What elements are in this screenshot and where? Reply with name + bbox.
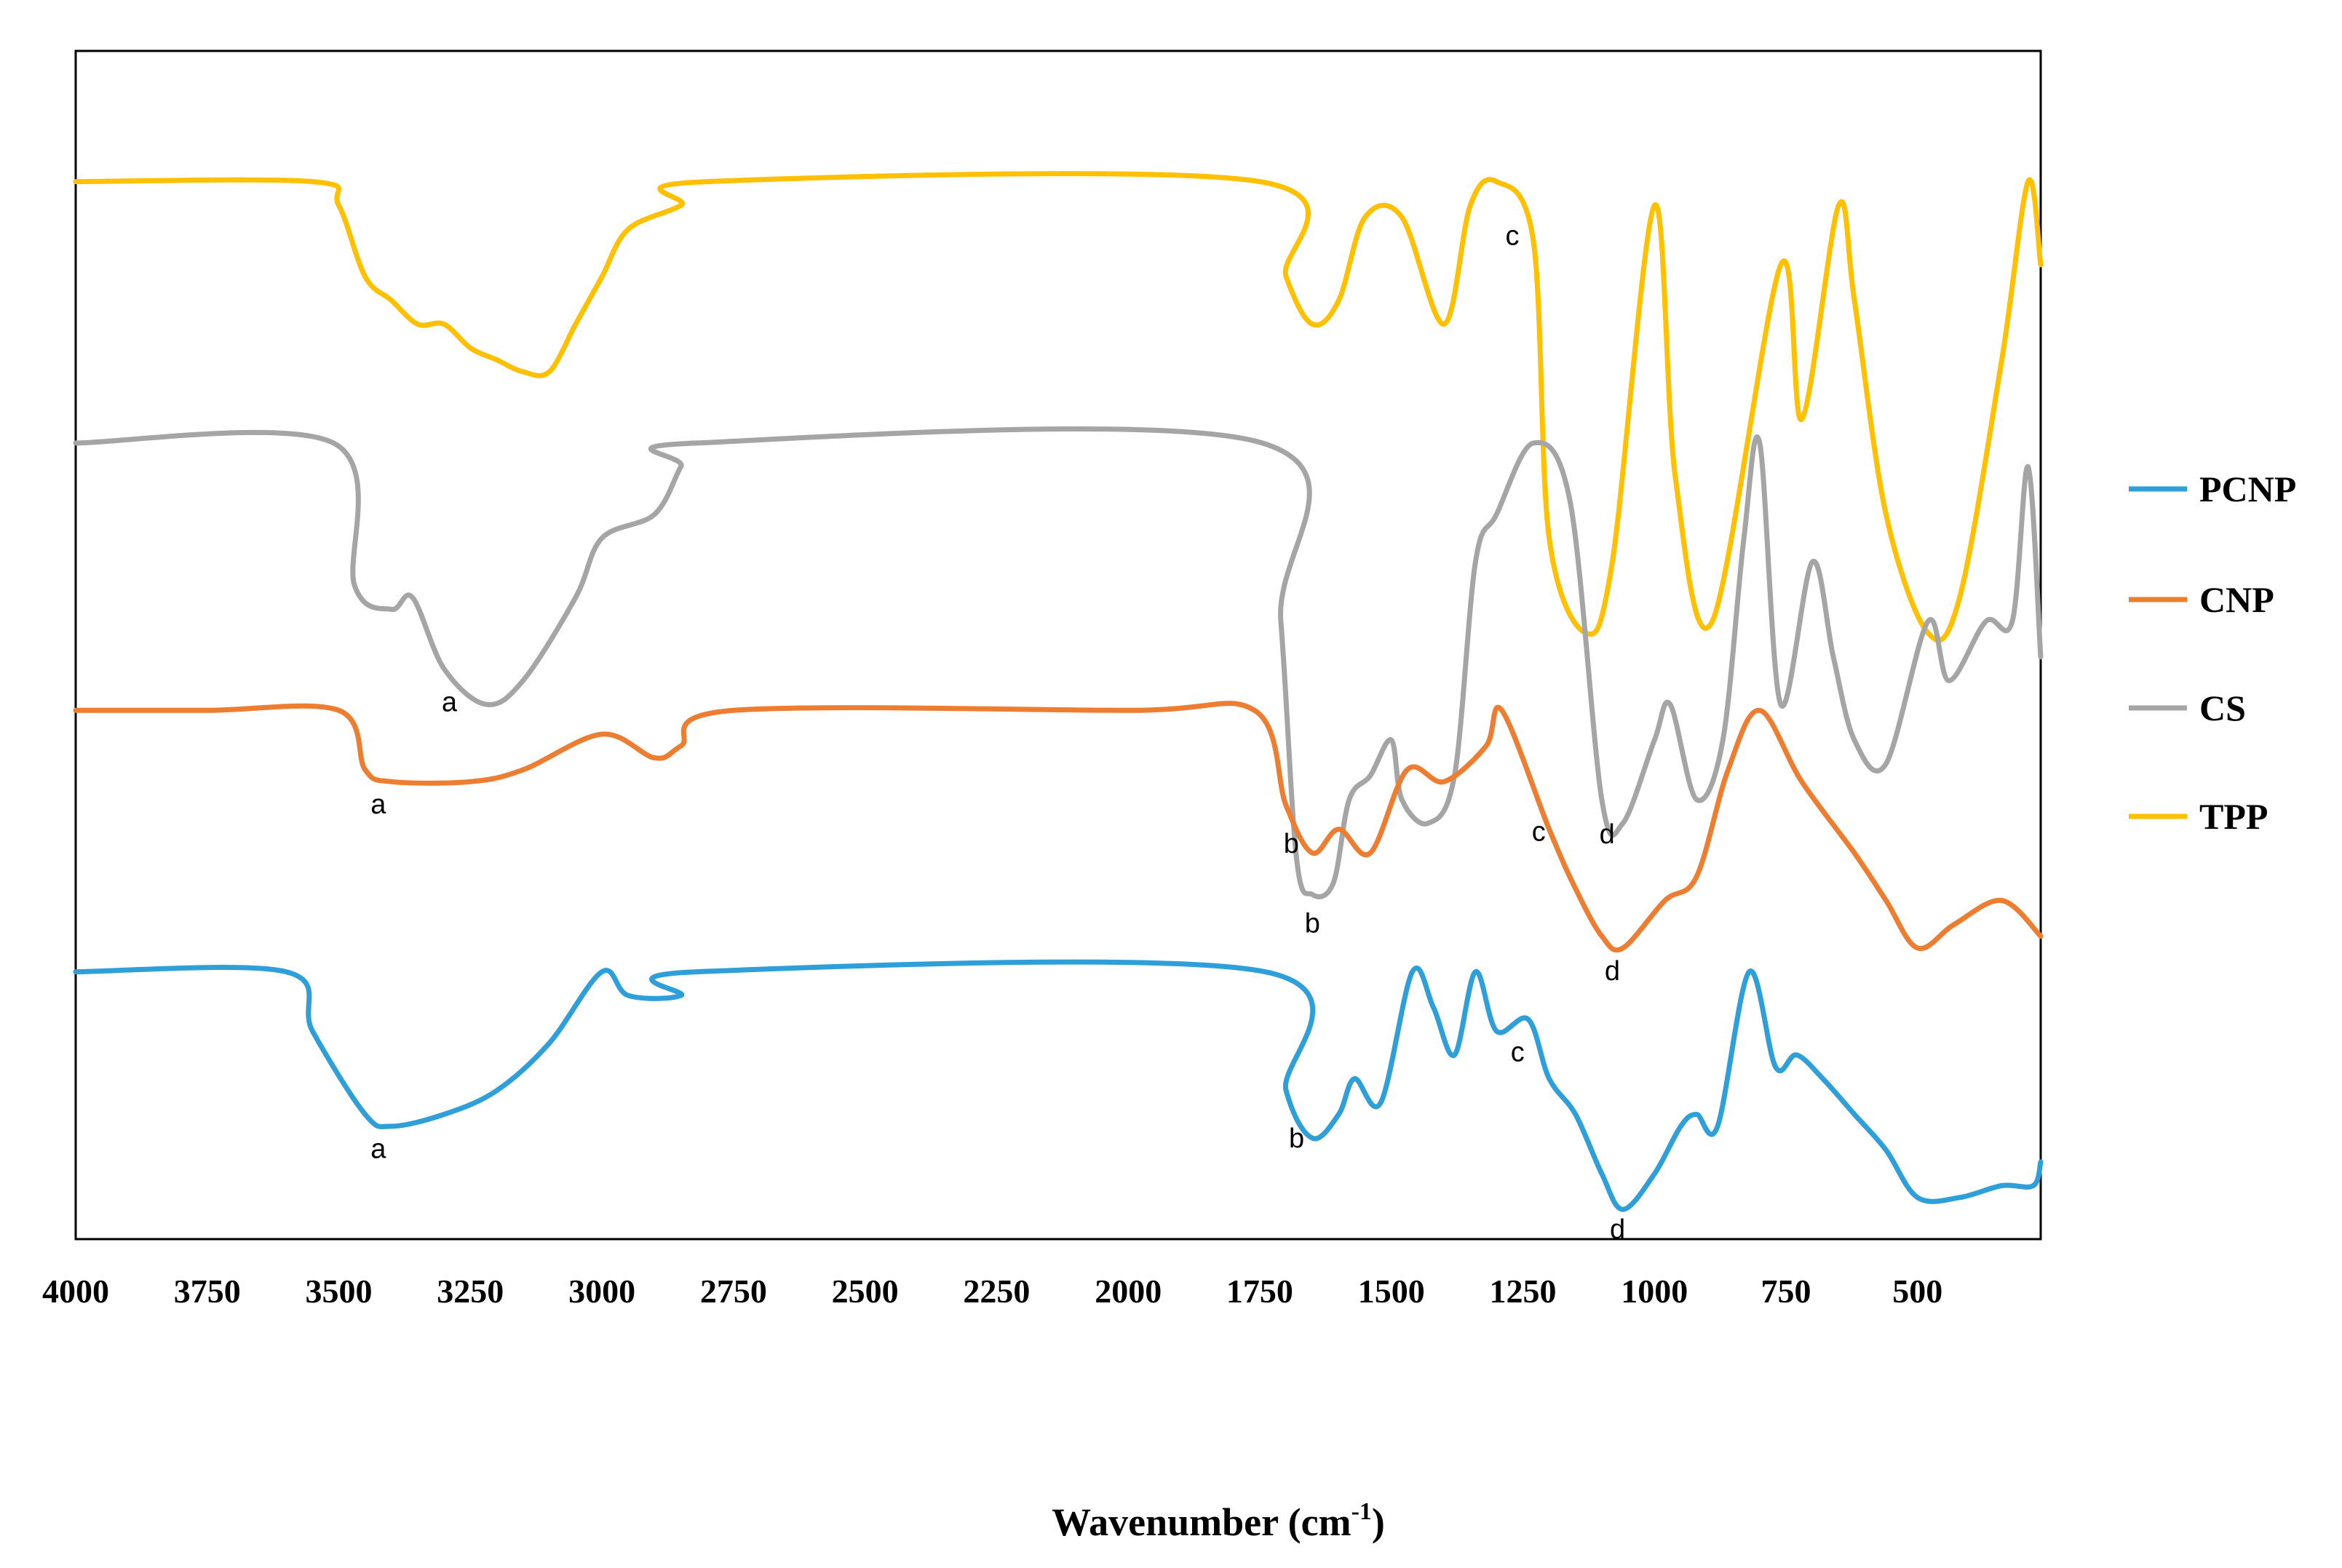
x-tick-label-1500: 1500 (1358, 1273, 1425, 1310)
x-axis-title: Wavenumber (cm-1) (1052, 1498, 1385, 1544)
x-tick-label-3000: 3000 (568, 1273, 635, 1310)
x-tick-label-2500: 2500 (832, 1273, 899, 1310)
plot-area-frame (74, 49, 2042, 1241)
peak-annotation-pcnp-d: d (1610, 1214, 1625, 1245)
x-axis-title-suffix: ) (1372, 1500, 1385, 1544)
x-tick-label-3750: 3750 (174, 1273, 241, 1310)
x-tick-label-500: 500 (1892, 1273, 1942, 1310)
peak-annotation-cs-b: b (1305, 908, 1320, 939)
legend-label-pcnp: PCNP (2199, 469, 2296, 509)
series-line-cs (73, 426, 2044, 899)
peak-annotation-pcnp-a: a (370, 1134, 386, 1165)
series-line-tpp (73, 171, 2044, 643)
annotation-layer: a b d c a b c d a b c d (370, 221, 1625, 1245)
peak-annotation-pcnp-c: c (1511, 1037, 1525, 1067)
series-layer (73, 171, 2044, 1212)
x-tick-label-1250: 1250 (1490, 1273, 1557, 1310)
x-tick-label-2000: 2000 (1095, 1273, 1162, 1310)
peak-annotation-cnp-c: c (1532, 816, 1546, 847)
peak-annotation-pcnp-b: b (1289, 1123, 1304, 1154)
x-tick-label-4000: 4000 (42, 1273, 109, 1310)
x-tick-label-2250: 2250 (963, 1273, 1030, 1310)
x-tick-label-3250: 3250 (437, 1273, 504, 1310)
peak-annotation-cs-a: a (442, 687, 458, 717)
legend: PCNP CNP CS TPP (2129, 469, 2296, 837)
x-tick-label-2750: 2750 (700, 1273, 767, 1310)
series-line-cnp (73, 701, 2044, 953)
series-line-pcnp (73, 959, 2044, 1212)
x-tick-label-750: 750 (1761, 1273, 1811, 1310)
x-tick-labels: 4000 3750 3500 3250 3000 2750 2500 2250 2000 1750… (42, 1273, 1942, 1310)
legend-label-cs: CS (2199, 688, 2246, 728)
x-axis-title-superscript: -1 (1351, 1498, 1372, 1525)
peak-annotation-cnp-d: d (1605, 956, 1620, 987)
peak-annotation-tpp-c: c (1506, 221, 1520, 252)
legend-label-tpp: TPP (2199, 796, 2268, 837)
legend-label-cnp: CNP (2199, 579, 2274, 620)
peak-annotation-cs-d: d (1600, 819, 1615, 850)
peak-annotation-cnp-b: b (1284, 829, 1299, 859)
peak-annotation-cnp-a: a (370, 789, 386, 820)
x-tick-label-1750: 1750 (1226, 1273, 1293, 1310)
x-tick-label-1000: 1000 (1621, 1273, 1688, 1310)
x-axis-title-main: Wavenumber (cm (1052, 1500, 1351, 1544)
x-tick-label-3500: 3500 (306, 1273, 373, 1310)
